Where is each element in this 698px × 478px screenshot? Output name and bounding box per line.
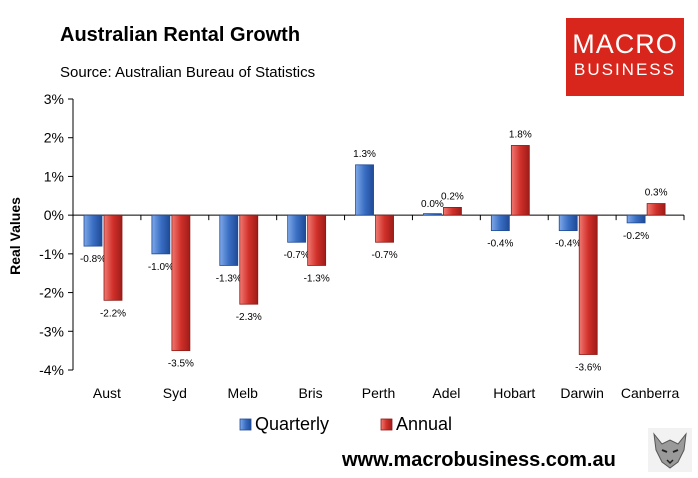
data-label-quarterly: -0.4% bbox=[555, 239, 581, 250]
data-label-quarterly: -0.7% bbox=[284, 250, 310, 261]
data-label-quarterly: -0.4% bbox=[487, 239, 513, 250]
data-label-quarterly: 1.3% bbox=[353, 149, 376, 160]
x-category-label: Melb bbox=[228, 385, 259, 401]
data-label-annual: -3.5% bbox=[168, 359, 194, 370]
bar-annual bbox=[171, 214, 191, 352]
data-label-annual: -0.7% bbox=[371, 250, 397, 261]
x-category-label: Bris bbox=[299, 385, 323, 401]
y-tick-label: 0% bbox=[44, 207, 64, 223]
x-category-label: Canberra bbox=[621, 385, 680, 401]
bar-quarterly bbox=[490, 214, 510, 232]
y-tick-label: 3% bbox=[44, 91, 64, 107]
bar-quarterly bbox=[423, 213, 442, 216]
data-label-quarterly: -0.2% bbox=[623, 231, 649, 242]
wolf-icon bbox=[648, 428, 692, 472]
bar-quarterly bbox=[558, 214, 578, 232]
bar-quarterly bbox=[355, 164, 374, 216]
data-label-annual: 1.8% bbox=[509, 129, 532, 140]
bar-quarterly bbox=[287, 214, 307, 243]
legend-label-annual: Annual bbox=[396, 414, 452, 434]
data-label-quarterly: 0.0% bbox=[421, 199, 444, 210]
bar-quarterly bbox=[626, 214, 646, 224]
y-tick-label: -1% bbox=[39, 246, 64, 262]
bar-annual bbox=[578, 214, 598, 355]
y-tick-label: -2% bbox=[39, 285, 64, 301]
bar-quarterly bbox=[83, 214, 103, 247]
y-axis-label: Real Values bbox=[7, 197, 23, 275]
legend-label-quarterly: Quarterly bbox=[255, 414, 329, 434]
x-category-label: Aust bbox=[93, 385, 121, 401]
x-category-label: Hobart bbox=[493, 385, 535, 401]
x-category-label: Syd bbox=[163, 385, 187, 401]
data-label-annual: -1.3% bbox=[304, 273, 330, 284]
x-category-label: Adel bbox=[432, 385, 460, 401]
x-category-label: Darwin bbox=[560, 385, 604, 401]
macrobusiness-logo: MACRO BUSINESS bbox=[566, 18, 684, 96]
plot-area: 3% 2% 1% 0% -1% -2% -3% -4% Aust -0.8% -2.2% Syd -1.… bbox=[39, 91, 685, 434]
data-label-annual: 0.2% bbox=[441, 191, 464, 202]
y-tick-label: -3% bbox=[39, 323, 64, 339]
bar-annual bbox=[307, 214, 327, 266]
logo-line-1: MACRO bbox=[572, 29, 678, 59]
page-title: Australian Rental Growth bbox=[60, 24, 301, 46]
footer-url[interactable]: www.macrobusiness.com.au bbox=[342, 449, 616, 471]
data-label-annual: -2.3% bbox=[236, 312, 262, 323]
bar-annual bbox=[375, 214, 394, 243]
bar-annual bbox=[510, 145, 530, 216]
bar-quarterly bbox=[219, 214, 239, 266]
data-label-annual: -2.2% bbox=[100, 308, 126, 319]
y-tick-label: -4% bbox=[39, 362, 64, 378]
data-label-annual: -3.6% bbox=[575, 363, 601, 374]
page-subtitle: Source: Australian Bureau of Statistics bbox=[60, 64, 316, 81]
bar-annual bbox=[103, 214, 123, 301]
data-label-annual: 0.3% bbox=[645, 188, 668, 199]
bar-annual bbox=[443, 206, 462, 216]
logo-line-2: BUSINESS bbox=[574, 60, 676, 79]
data-label-quarterly: -1.3% bbox=[216, 273, 242, 284]
y-tick-label: 1% bbox=[44, 168, 64, 184]
y-tick-label: 2% bbox=[44, 130, 64, 146]
bar-quarterly bbox=[151, 214, 171, 255]
legend-swatch-quarterly bbox=[239, 418, 252, 431]
data-label-quarterly: -1.0% bbox=[148, 262, 174, 273]
data-label-quarterly: -0.8% bbox=[80, 254, 106, 265]
bar-annual bbox=[646, 203, 666, 216]
legend-swatch-annual bbox=[380, 418, 393, 431]
x-category-label: Perth bbox=[362, 385, 395, 401]
bar-annual bbox=[239, 214, 259, 305]
